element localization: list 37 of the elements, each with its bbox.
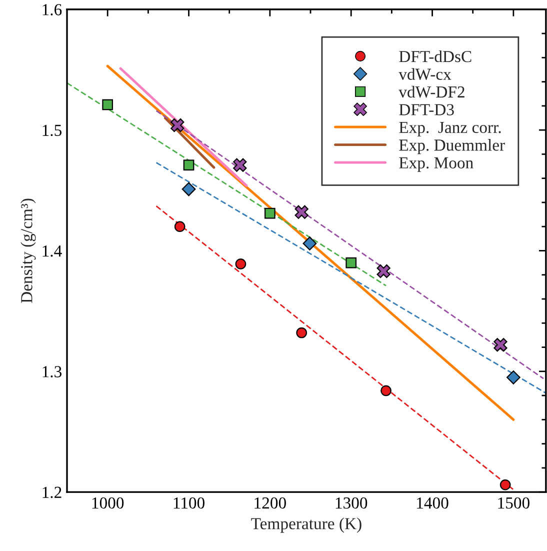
legend-label: Exp. Janz corr. — [399, 122, 501, 136]
point — [102, 99, 114, 110]
x-tick-label: 1300 — [336, 497, 368, 509]
point — [506, 370, 520, 384]
point — [174, 221, 186, 232]
point — [183, 160, 194, 170]
x-axis-title: Temperature (K) — [251, 518, 362, 533]
point — [500, 479, 511, 490]
legend-label: DFT-dDsC — [399, 50, 472, 62]
legend-label: DFT-D3 — [399, 104, 454, 116]
x-tick-label: 1200 — [254, 497, 286, 509]
point — [264, 208, 276, 219]
legend-label: vdW-DF2 — [398, 86, 464, 98]
point — [296, 327, 307, 338]
legend-label: vdW-cx — [398, 68, 452, 80]
x-tick-label: 1100 — [174, 497, 204, 509]
x-tick-label: 1500 — [498, 497, 530, 509]
y-tick-label: 1.5 — [42, 124, 62, 136]
point — [380, 385, 392, 396]
legend-label: Exp. Duemmler — [399, 139, 505, 154]
x-tick-label: 1000 — [92, 497, 124, 509]
point — [346, 257, 357, 268]
x-tick-label: 1400 — [417, 497, 448, 509]
point — [170, 118, 184, 132]
y-tick-label: 1.2 — [42, 486, 62, 498]
y-tick-label: 1.6 — [42, 4, 62, 16]
point — [182, 182, 196, 196]
y-tick-label: 1.4 — [42, 245, 62, 257]
y-axis-title: Density (g/cm³) — [20, 198, 36, 303]
y-tick-label: 1.3 — [42, 366, 62, 378]
point — [302, 236, 317, 250]
point — [235, 258, 246, 270]
point — [376, 264, 390, 278]
point — [494, 338, 508, 352]
point — [233, 158, 247, 172]
point — [294, 205, 308, 219]
legend-label: Exp. Moon — [399, 157, 474, 172]
